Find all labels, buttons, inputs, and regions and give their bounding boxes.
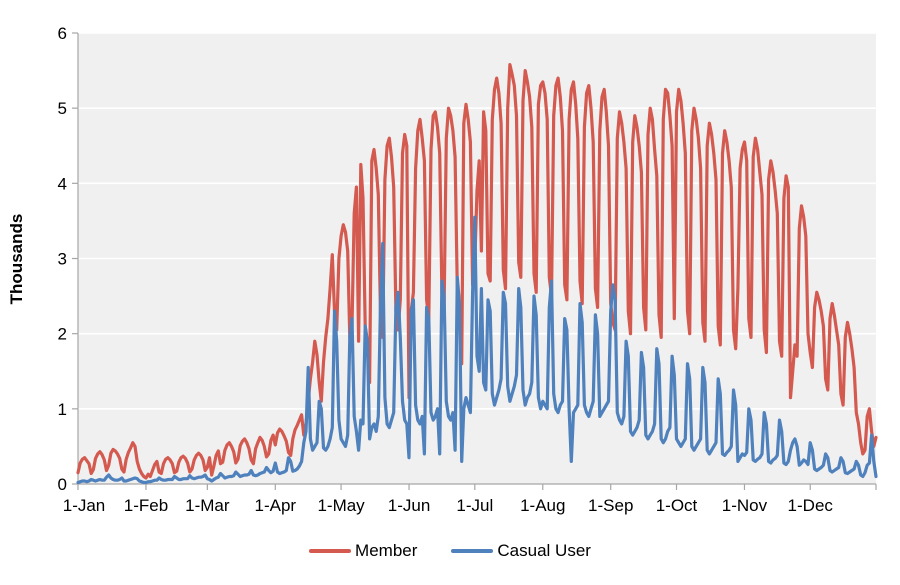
legend-label-member: Member <box>355 541 418 560</box>
x-tick-label: 1-Mar <box>185 496 230 515</box>
y-tick-label: 0 <box>58 475 67 494</box>
casual-user-line-swatch <box>451 549 494 553</box>
x-tick-label: 1-Jun <box>388 496 431 515</box>
member-line-swatch <box>309 549 352 553</box>
x-tick-label: 1-Jul <box>456 496 493 515</box>
y-axis-title: Thousands <box>7 213 26 305</box>
chart-legend: Member Casual User <box>0 541 900 561</box>
y-tick-label: 1 <box>58 400 67 419</box>
x-tick-label: 1-Feb <box>124 496 168 515</box>
x-tick-label: 1-Dec <box>788 496 834 515</box>
y-tick-label: 4 <box>58 174 67 193</box>
x-tick-label: 1-Sep <box>588 496 633 515</box>
x-tick-label: 1-Jan <box>63 496 106 515</box>
legend-label-casual-user: Casual User <box>497 541 591 560</box>
x-tick-label: 1-May <box>317 496 365 515</box>
x-tick-label: 1-Oct <box>656 496 698 515</box>
y-tick-label: 6 <box>58 24 67 43</box>
x-tick-label: 1-Aug <box>520 496 565 515</box>
series-line-member <box>76 62 878 480</box>
y-tick-label: 5 <box>58 99 67 118</box>
legend-item-member: Member <box>309 541 417 561</box>
x-tick-label: 1-Apr <box>255 496 297 515</box>
legend-item-casual-user: Casual User <box>451 541 591 561</box>
x-tick-label: 1-Nov <box>722 496 768 515</box>
y-tick-label: 3 <box>58 250 67 269</box>
series-line-casual-user <box>76 215 878 485</box>
y-tick-label: 2 <box>58 325 67 344</box>
